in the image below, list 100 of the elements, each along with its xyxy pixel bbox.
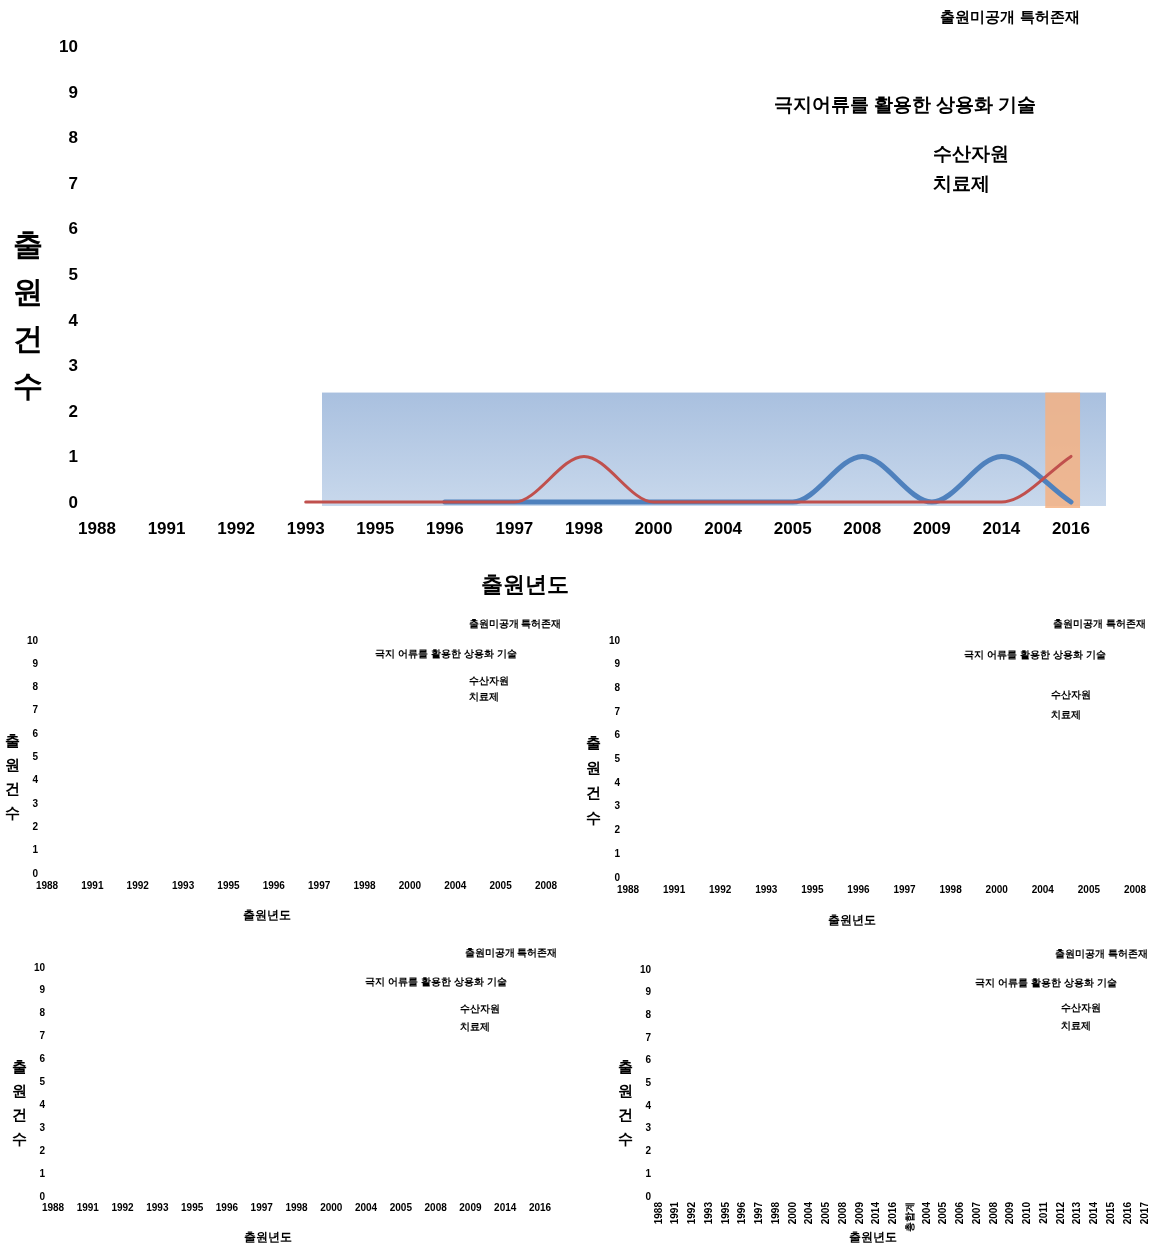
x-tick-label: 1992	[709, 884, 732, 895]
y-tick-label: 4	[68, 310, 79, 330]
x-tick-label: 1995	[356, 519, 395, 538]
x-tick-label: 2011	[1037, 1201, 1049, 1224]
y-tick-label: 9	[32, 657, 39, 669]
x-tick-label: 2004	[444, 880, 467, 891]
y-tick-label: 7	[39, 1030, 46, 1042]
x-tick-label: 2005	[1077, 884, 1101, 895]
x-axis-title: 출원년도	[828, 913, 876, 927]
x-tick-label: 1992	[686, 1201, 698, 1225]
y-tick-label: 6	[614, 729, 621, 741]
y-tick-label: 5	[39, 1076, 46, 1087]
y-tick-label: 2	[32, 820, 39, 832]
x-tick-label: 1993	[146, 1202, 169, 1213]
x-tick-label: 2013	[1071, 1201, 1083, 1225]
y-tick-label: 1	[39, 1167, 46, 1179]
y-tick-label: 3	[32, 797, 39, 809]
x-tick-label: 1991	[147, 519, 186, 538]
text: 출원미공개 특허존재	[940, 8, 1080, 25]
x-axis-title: 출원년도	[849, 1230, 897, 1244]
x-tick-label: 2000	[985, 884, 1009, 895]
annotation: 극지 어류를 활용한 상용화 기술	[365, 976, 507, 987]
x-tick-label: 1993	[755, 884, 778, 895]
y-tick-label: 0	[645, 1190, 652, 1202]
y-tick-label: 1	[645, 1167, 652, 1179]
y-tick-label: 5	[645, 1077, 652, 1088]
x-tick-label: 1998	[353, 880, 377, 891]
text: 출원미공개 특허존재	[464, 947, 558, 958]
x-tick-label: 1997	[308, 880, 331, 891]
y-tick-label: 9	[614, 658, 621, 670]
x-tick-label: 2005	[389, 1202, 413, 1213]
x-tick-label: 2016	[1052, 519, 1090, 538]
x-axis-title: 출원년도	[481, 572, 569, 597]
x-tick-label: 2008	[424, 1202, 448, 1213]
x-tick-label: 2009	[1004, 1201, 1016, 1225]
annotation: 수산자원	[1061, 1002, 1101, 1013]
y-tick-label: 8	[614, 681, 621, 693]
y-tick-label: 4	[39, 1098, 46, 1110]
x-tick-label: 2005	[773, 519, 812, 538]
annotation: 극지 어류를 활용한 상용화 기술	[375, 648, 517, 659]
y-tick-label: 6	[68, 219, 78, 239]
x-tick-label: 1988	[78, 519, 116, 538]
text: 출원미공개 특허존재	[468, 618, 562, 629]
x-tick-label: 2000	[320, 1202, 343, 1213]
x-tick-label: 1991	[76, 1202, 100, 1213]
x-tick-label: 2004	[803, 1201, 815, 1225]
x-tick-label: 1998	[285, 1202, 309, 1213]
y-tick-label: 1	[614, 847, 621, 859]
y-tick-label: 2	[68, 401, 78, 421]
y-tick-label: 4	[645, 1099, 652, 1111]
y-tick-label: 3	[614, 800, 621, 812]
y-tick-label: 8	[68, 128, 78, 148]
x-axis-title: 출원년도	[244, 1230, 292, 1244]
y-tick-label: 3	[68, 356, 78, 376]
x-tick-label: 2004	[704, 519, 743, 538]
x-tick-label: 1993	[702, 1201, 714, 1225]
x-tick-label: 1997	[753, 1201, 765, 1225]
x-tick-label: 2014	[494, 1202, 517, 1213]
x-tick-label: 1988	[41, 1202, 65, 1213]
x-tick-label: 2000	[786, 1201, 798, 1225]
x-tick-label: 2005	[937, 1201, 949, 1225]
y-tick-label: 4	[614, 776, 621, 788]
x-axis-title: 출원년도	[243, 908, 291, 922]
x-tick-label: 2000	[634, 519, 673, 538]
x-tick-label: 1993	[171, 880, 195, 891]
annotation: 수산자원	[933, 143, 1009, 164]
x-tick-label: 1992	[126, 880, 150, 891]
x-tick-label: 2009	[912, 519, 951, 538]
annotation: 치료제	[469, 691, 499, 702]
x-tick-label: 1996	[425, 519, 464, 538]
x-tick-label: 2009	[459, 1202, 482, 1213]
x-tick-label: 1991	[662, 884, 686, 895]
y-tick-label: 6	[39, 1053, 46, 1065]
x-tick-label: 1988	[616, 884, 640, 895]
x-tick-label: 2007	[970, 1201, 982, 1225]
x-tick-label: 1991	[669, 1201, 681, 1225]
y-tick-label: 10	[608, 634, 621, 646]
y-tick-label: 0	[68, 492, 78, 512]
annotation: 치료제	[1061, 1020, 1091, 1031]
x-tick-label: 1992	[217, 519, 256, 538]
annotation: 치료제	[460, 1021, 490, 1032]
x-tick-label: 1998	[939, 884, 963, 895]
annotation: 수산자원	[1051, 689, 1091, 700]
x-tick-label: 1996	[262, 880, 286, 891]
annotation: 수산자원	[460, 1003, 500, 1014]
y-axis-title: 출원건수	[13, 228, 43, 402]
y-tick-label: 7	[68, 173, 78, 193]
y-tick-label: 1	[32, 844, 39, 856]
y-tick-label: 3	[39, 1121, 46, 1133]
x-tick-label: 2014	[982, 519, 1021, 538]
y-tick-label: 0	[614, 871, 621, 883]
y-tick-label: 9	[645, 986, 652, 998]
annotation: 극지 어류를 활용한 상용화 기술	[964, 649, 1106, 660]
y-tick-label: 4	[32, 774, 39, 786]
y-tick-label: 2	[614, 824, 621, 836]
x-tick-label: 1991	[81, 880, 104, 891]
x-tick-label: 1988	[652, 1201, 664, 1225]
x-tick-label: 2008	[534, 880, 558, 891]
x-tick-label: 2012	[1054, 1201, 1066, 1225]
x-tick-label: 2017	[1138, 1201, 1150, 1225]
